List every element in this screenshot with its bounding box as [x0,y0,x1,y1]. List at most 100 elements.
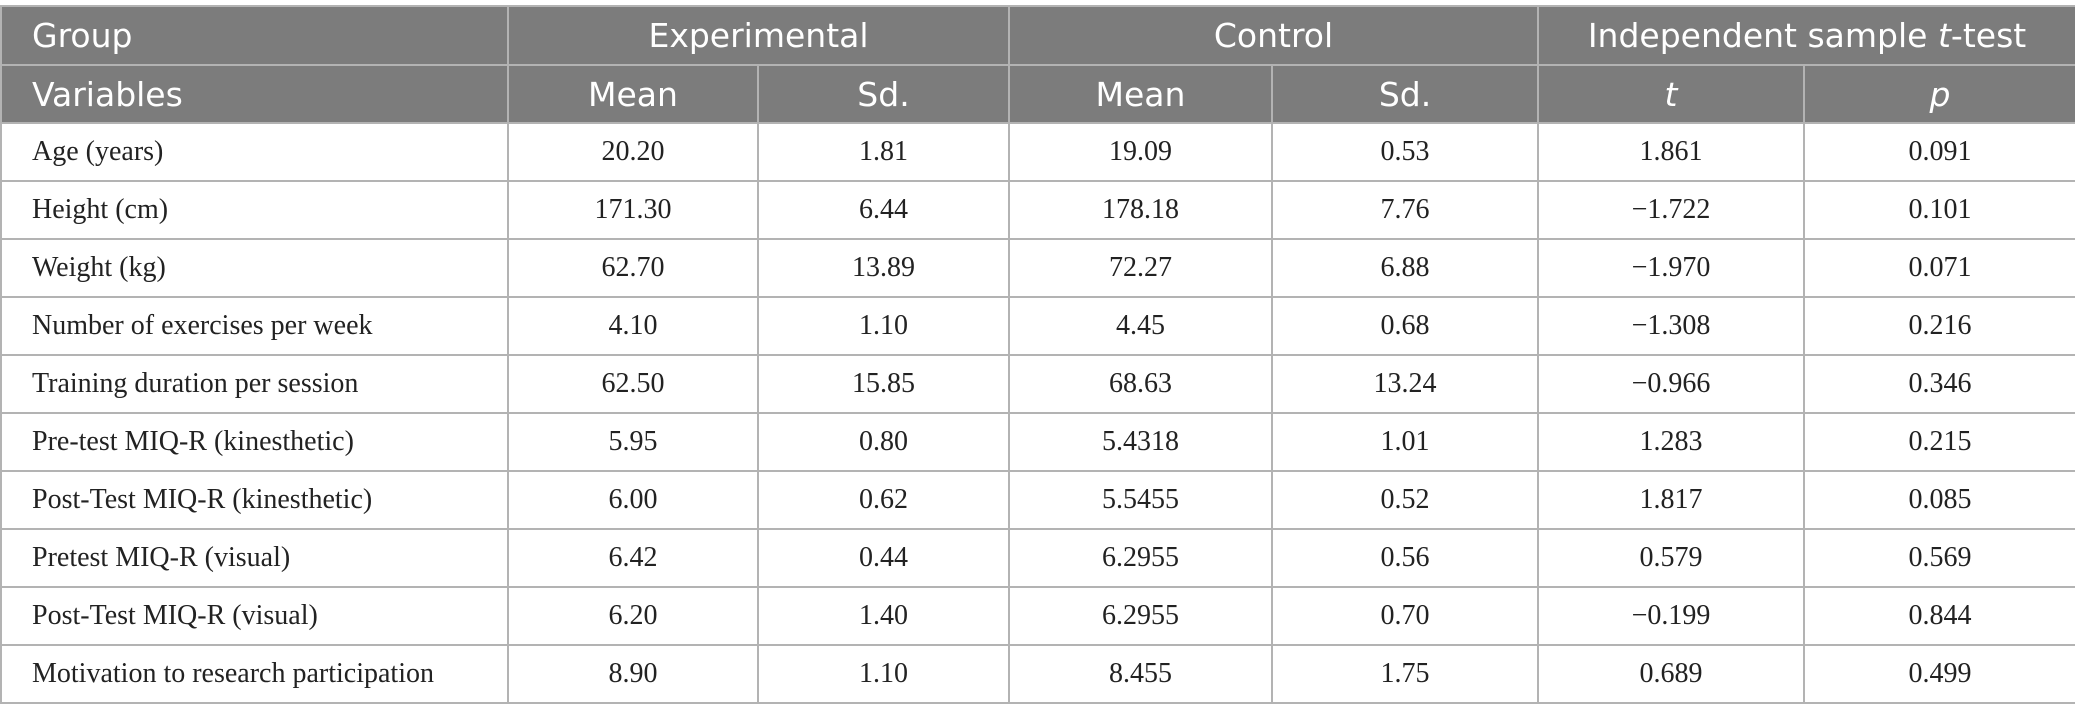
cell-ctrl-sd: 1.01 [1270,412,1540,472]
cell-exp-mean: 6.42 [507,528,759,588]
header-ttest: Independent sample t-test [1537,5,2075,66]
cell-ctrl-mean: 178.18 [1008,180,1273,240]
cell-exp-sd: 1.10 [757,296,1010,356]
cell-exp-mean: 171.30 [507,180,759,240]
table-row: Weight (kg) 62.70 13.89 72.27 6.88 −1.97… [0,238,2075,298]
cell-exp-sd: 1.81 [757,122,1010,182]
cell-p: 0.071 [1803,238,2075,298]
cell-variable: Post-Test MIQ-R (kinesthetic) [0,470,509,530]
cell-exp-sd: 0.80 [757,412,1010,472]
header-t-label: t [1664,74,1678,114]
cell-ctrl-sd: 13.24 [1270,354,1540,414]
cell-exp-mean: 6.00 [507,470,759,530]
cell-p: 0.499 [1803,644,2075,704]
cell-t: −1.308 [1537,296,1806,356]
header-exp-sd: Sd. [757,64,1010,124]
header-ttest-italic: t [1937,16,1951,55]
cell-ctrl-mean: 4.45 [1008,296,1273,356]
cell-t: −0.966 [1537,354,1806,414]
table-row: Post-Test MIQ-R (kinesthetic) 6.00 0.62 … [0,470,2075,530]
header-control: Control [1007,5,1540,66]
cell-t: 1.283 [1537,412,1806,472]
cell-ctrl-sd: 1.75 [1270,644,1540,704]
cell-variable: Height (cm) [0,180,509,240]
cell-variable: Post-Test MIQ-R (visual) [0,586,509,646]
cell-t: −0.199 [1537,586,1806,646]
cell-p: 0.085 [1803,470,2075,530]
cell-ctrl-mean: 8.455 [1008,644,1273,704]
cell-ctrl-sd: 0.68 [1270,296,1540,356]
cell-t: −1.970 [1537,238,1806,298]
cell-exp-sd: 6.44 [757,180,1010,240]
cell-exp-mean: 8.90 [507,644,759,704]
cell-ctrl-sd: 0.53 [1270,122,1540,182]
cell-exp-sd: 0.44 [757,528,1010,588]
cell-ctrl-mean: 6.2955 [1008,586,1273,646]
table-row: Pretest MIQ-R (visual) 6.42 0.44 6.2955 … [0,528,2075,588]
header-exp-mean: Mean [507,64,759,124]
cell-variable: Pretest MIQ-R (visual) [0,528,509,588]
table-row: Pre-test MIQ-R (kinesthetic) 5.95 0.80 5… [0,412,2075,472]
cell-t: 0.579 [1537,528,1806,588]
header-row-groups: Group Experimental Control Independent s… [0,5,2075,66]
cell-exp-mean: 20.20 [507,122,759,182]
cell-exp-sd: 15.85 [757,354,1010,414]
cell-variable: Motivation to research participation [0,644,509,704]
table-row: Motivation to research participation 8.9… [0,644,2075,704]
header-experimental: Experimental [507,5,1010,66]
cell-p: 0.215 [1803,412,2075,472]
cell-ctrl-sd: 6.88 [1270,238,1540,298]
header-t: t [1537,64,1806,124]
header-row-columns: Variables Mean Sd. Mean Sd. t p [0,64,2075,124]
cell-exp-sd: 1.10 [757,644,1010,704]
table-body: Age (years) 20.20 1.81 19.09 0.53 1.861 … [0,122,2075,704]
cell-t: 1.861 [1537,122,1806,182]
cell-ctrl-mean: 68.63 [1008,354,1273,414]
cell-variable: Training duration per session [0,354,509,414]
table-row: Post-Test MIQ-R (visual) 6.20 1.40 6.295… [0,586,2075,646]
cell-exp-sd: 0.62 [757,470,1010,530]
cell-ctrl-sd: 0.56 [1270,528,1540,588]
header-ctrl-mean: Mean [1008,64,1273,124]
cell-ctrl-mean: 19.09 [1008,122,1273,182]
cell-exp-sd: 1.40 [757,586,1010,646]
cell-exp-mean: 62.70 [507,238,759,298]
cell-variable: Number of exercises per week [0,296,509,356]
cell-exp-mean: 5.95 [507,412,759,472]
results-table: Group Experimental Control Independent s… [0,5,2075,704]
cell-p: 0.346 [1803,354,2075,414]
table-header: Group Experimental Control Independent s… [0,5,2075,124]
header-ctrl-sd: Sd. [1270,64,1540,124]
cell-p: 0.844 [1803,586,2075,646]
cell-t: −1.722 [1537,180,1806,240]
cell-p: 0.091 [1803,122,2075,182]
cell-exp-mean: 62.50 [507,354,759,414]
header-ttest-suffix: -test [1950,16,2027,55]
table-row: Height (cm) 171.30 6.44 178.18 7.76 −1.7… [0,180,2075,240]
cell-p: 0.216 [1803,296,2075,356]
header-ttest-prefix: Independent sample [1587,16,1938,55]
table-row: Age (years) 20.20 1.81 19.09 0.53 1.861 … [0,122,2075,182]
cell-t: 1.817 [1537,470,1806,530]
header-variables: Variables [0,64,509,124]
table-row: Training duration per session 62.50 15.8… [0,354,2075,414]
cell-variable: Age (years) [0,122,509,182]
cell-ctrl-mean: 5.4318 [1008,412,1273,472]
cell-variable: Weight (kg) [0,238,509,298]
cell-t: 0.689 [1537,644,1806,704]
table-row: Number of exercises per week 4.10 1.10 4… [0,296,2075,356]
header-p-label: p [1929,74,1951,114]
cell-exp-sd: 13.89 [757,238,1010,298]
cell-variable: Pre-test MIQ-R (kinesthetic) [0,412,509,472]
cell-ctrl-sd: 7.76 [1270,180,1540,240]
cell-p: 0.101 [1803,180,2075,240]
header-p: p [1803,64,2075,124]
cell-exp-mean: 6.20 [507,586,759,646]
cell-ctrl-mean: 5.5455 [1008,470,1273,530]
cell-exp-mean: 4.10 [507,296,759,356]
cell-ctrl-mean: 6.2955 [1008,528,1273,588]
header-group: Group [0,5,509,66]
cell-ctrl-sd: 0.70 [1270,586,1540,646]
cell-ctrl-sd: 0.52 [1270,470,1540,530]
cell-ctrl-mean: 72.27 [1008,238,1273,298]
